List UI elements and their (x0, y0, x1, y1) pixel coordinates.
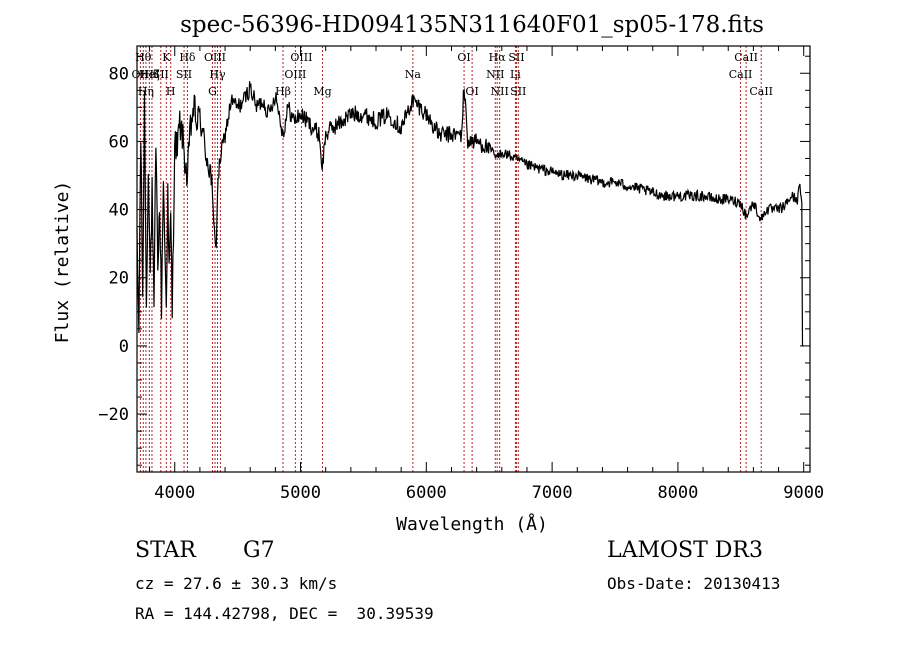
line-marker-label-20: OI (465, 85, 478, 98)
y-tick-label: 0 (119, 337, 129, 357)
line-marker-label-29: CaII (749, 85, 773, 98)
x-tick-label: 5000 (280, 483, 321, 503)
y-tick-label: −20 (98, 405, 129, 425)
line-marker-label-14: Hβ (275, 85, 291, 98)
line-marker-label-3: HeI (139, 68, 159, 81)
spectrum-line (136, 81, 804, 347)
line-marker-label-15: OIII (284, 68, 306, 81)
line-marker-label-9: SII (176, 68, 192, 81)
line-marker-label-8: Hδ (179, 51, 196, 64)
line-marker-label-12: Hγ (209, 68, 226, 81)
y-tick-label: 40 (109, 201, 129, 221)
line-marker-label-23: NII (491, 85, 509, 98)
line-marker-label-5: SII (153, 68, 169, 81)
y-tick-label: 60 (109, 132, 129, 152)
line-marker-label-21: NII (486, 68, 504, 81)
chart-title: spec-56396-HD094135N311640F01_sp05-178.f… (180, 12, 764, 38)
y-tick-label: 20 (109, 269, 129, 289)
x-tick-label: 9000 (783, 483, 824, 503)
line-marker-label-19: OI (457, 51, 470, 64)
line-marker-label-28: CaII (734, 51, 758, 64)
y-tick-label: 80 (109, 64, 129, 84)
x-axis-ticks: 4000 5000 6000 7000 8000 9000 (149, 46, 824, 503)
object-subclass: G7 (243, 538, 275, 563)
line-marker-label-1: Hθ (135, 51, 152, 64)
spectral-line-markers (139, 46, 762, 472)
x-tick-label: 4000 (154, 483, 195, 503)
plot-frame (136, 45, 811, 473)
line-marker-label-7: H (166, 85, 176, 98)
y-axis-label: Flux (relative) (52, 181, 73, 344)
line-marker-label-0: OII (132, 68, 150, 81)
line-marker-label-24: Li (510, 68, 521, 81)
obs-date-text: Obs-Date: 20130413 (607, 574, 781, 593)
redshift-text: cz = 27.6 ± 30.3 km/s (135, 574, 338, 593)
line-marker-label-26: SII (510, 85, 526, 98)
line-marker-label-4: Hζ (144, 68, 160, 81)
line-marker-label-2: Hη (138, 85, 154, 98)
spectral-line-labels: OIIHθHηHeIHζSIIKHHδSIIGOIIIHγHβOIIIOIIIM… (132, 51, 773, 98)
line-marker-label-25: SII (508, 51, 524, 64)
survey-name: LAMOST DR3 (607, 538, 763, 563)
line-marker-label-6: K (162, 51, 171, 64)
x-tick-label: 6000 (406, 483, 447, 503)
y-axis-ticks: −20 0 20 40 60 80 (98, 55, 810, 466)
line-marker-label-10: G (208, 85, 217, 98)
line-marker-label-17: Mg (313, 85, 331, 98)
line-marker-label-18: Na (405, 68, 422, 81)
object-class: STAR (135, 538, 196, 563)
x-axis-label: Wavelength (Å) (396, 513, 548, 535)
x-tick-label: 7000 (532, 483, 573, 503)
line-marker-label-27: CaII (729, 68, 753, 81)
x-tick-label: 8000 (657, 483, 698, 503)
line-marker-label-16: OIII (290, 51, 312, 64)
line-marker-label-11: OIII (204, 51, 226, 64)
coordinates-text: RA = 144.42798, DEC = 30.39539 (135, 604, 434, 623)
line-marker-label-22: Hα (489, 51, 507, 64)
